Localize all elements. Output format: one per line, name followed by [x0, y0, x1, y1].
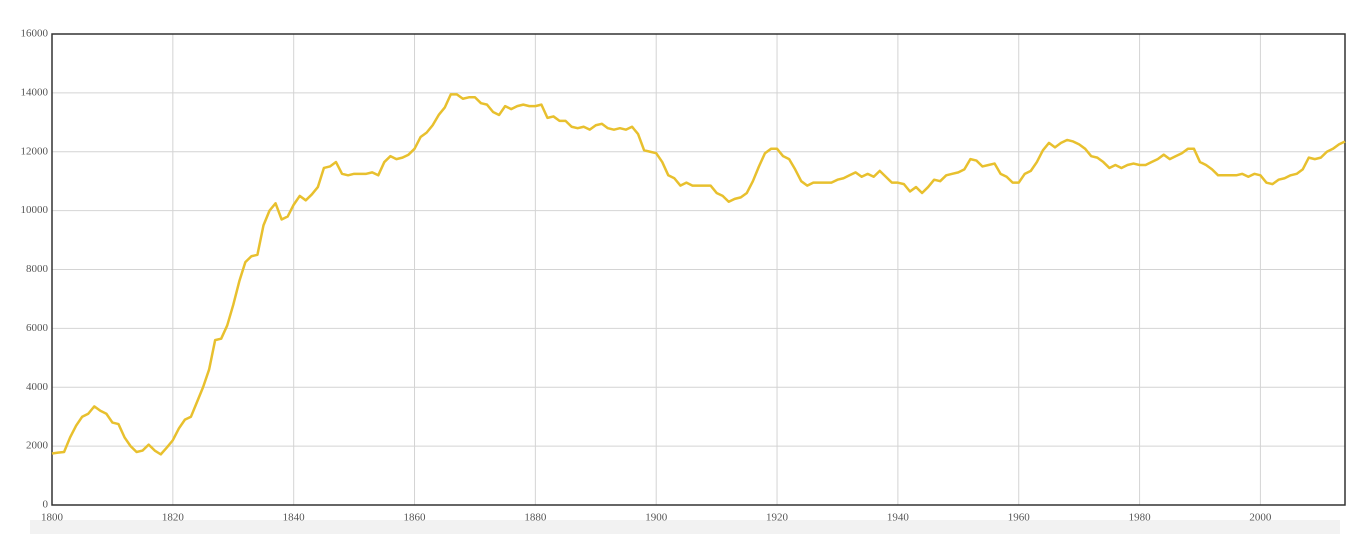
- x-tick-label: 1920: [766, 512, 789, 524]
- y-tick-label: 8000: [26, 263, 49, 275]
- x-tick-label: 1820: [162, 512, 185, 524]
- y-tick-label: 14000: [21, 86, 49, 98]
- y-tick-label: 4000: [26, 381, 49, 393]
- plot-frame: [51, 33, 1346, 506]
- x-tick-label: 1860: [404, 512, 427, 524]
- x-tick-label: 2000: [1249, 512, 1272, 524]
- data-line: [51, 93, 1346, 456]
- x-tick-label: 1880: [524, 512, 547, 524]
- x-tick-label: 1940: [887, 512, 910, 524]
- shadow: [30, 520, 1340, 534]
- y-tick-label: 2000: [26, 440, 49, 452]
- grid: [51, 33, 1345, 506]
- y-tick-label: 12000: [21, 145, 49, 157]
- x-tick-label: 1840: [283, 512, 306, 524]
- x-tick-label: 1980: [1129, 512, 1152, 524]
- y-tick-label: 0: [43, 499, 49, 511]
- x-tick-label: 1800: [41, 512, 64, 524]
- x-tick-label: 1960: [1008, 512, 1031, 524]
- y-tick-label: 10000: [21, 204, 49, 216]
- y-tick-label: 16000: [21, 28, 49, 40]
- x-tick-label: 1900: [645, 512, 668, 524]
- y-tick-label: 6000: [26, 322, 49, 334]
